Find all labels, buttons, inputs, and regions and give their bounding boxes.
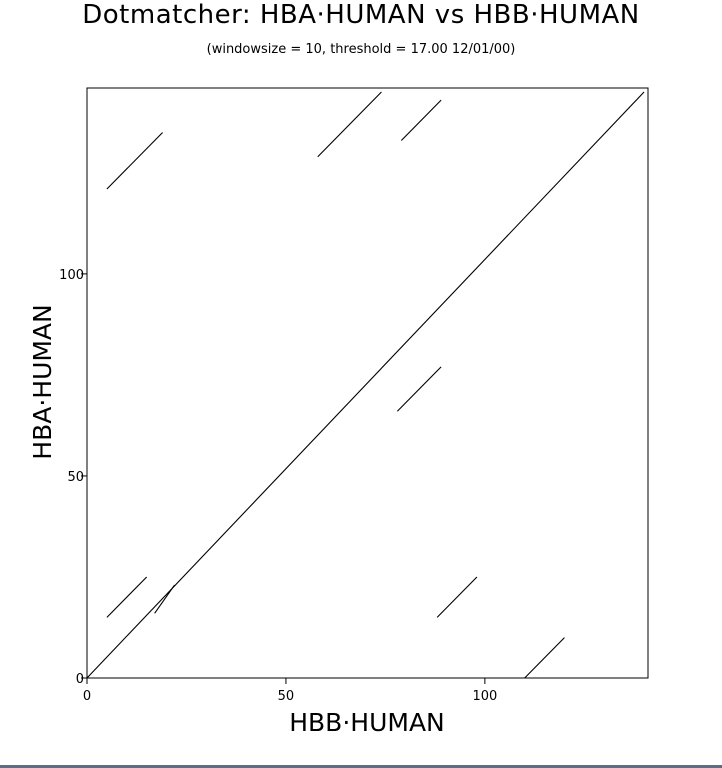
- match-segment-1: [106, 132, 163, 190]
- match-segment-6: [154, 584, 175, 614]
- y-axis-ticks: 0 50 100: [59, 268, 87, 687]
- plot-frame: [86, 87, 649, 679]
- match-segment-2: [317, 91, 382, 158]
- y-tick-label: 50: [67, 470, 84, 485]
- x-axis-ticks: 0 50 100: [83, 678, 497, 704]
- chart-subtitle: (windowsize = 10, threshold = 17.00 12/0…: [206, 42, 516, 57]
- x-tick-label: 0: [83, 689, 91, 704]
- y-axis-label: HBA·HUMAN: [28, 304, 57, 459]
- x-tick-label: 50: [278, 689, 295, 704]
- bottom-border: [0, 765, 722, 768]
- match-segment-0: [86, 91, 645, 679]
- match-segment-7: [436, 576, 478, 618]
- y-tick-label: 100: [59, 268, 84, 283]
- chart-title: Dotmatcher: HBA·HUMAN vs HBB·HUMAN: [82, 0, 640, 30]
- match-segment-4: [396, 366, 442, 412]
- x-axis-label: HBB·HUMAN: [289, 708, 445, 737]
- match-segment-8: [524, 637, 565, 679]
- x-tick-label: 100: [472, 689, 497, 704]
- match-segment-3: [400, 99, 442, 141]
- match-segments: [86, 91, 645, 679]
- match-segment-5: [106, 576, 148, 618]
- y-tick-label: 0: [76, 672, 84, 687]
